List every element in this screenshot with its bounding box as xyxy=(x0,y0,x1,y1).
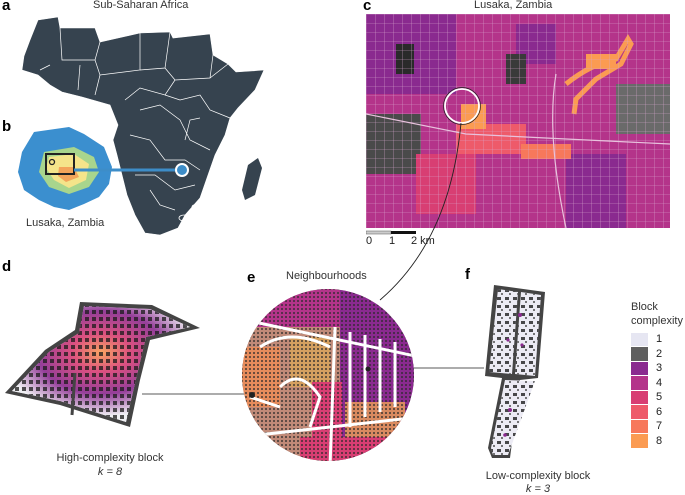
scale-bar xyxy=(366,230,416,235)
scale-tick-0: 0 xyxy=(366,235,373,247)
africa-continent xyxy=(21,16,265,236)
legend-item: 8 xyxy=(631,434,683,449)
madagascar xyxy=(242,158,262,200)
africa-map xyxy=(21,16,265,236)
panel-e-title: Neighbourhoods xyxy=(286,270,367,282)
panel-c-title: Lusaka, Zambia xyxy=(474,0,553,11)
legend-item: 7 xyxy=(631,419,683,434)
lusaka-inset-box xyxy=(45,153,75,175)
legend-swatch xyxy=(631,347,648,361)
lusaka-complexity-map xyxy=(366,14,670,228)
legend-swatch xyxy=(631,361,648,375)
point-high-complexity xyxy=(249,392,255,398)
panel-f-label: f xyxy=(465,266,470,283)
panel-d-label: d xyxy=(2,258,12,275)
legend-title-line2: complexity xyxy=(631,315,683,327)
high-complexity-block xyxy=(5,302,200,427)
panel-d-caption-line2: k = 8 xyxy=(97,466,123,478)
connector-line-b-a xyxy=(74,163,189,177)
legend-item: 3 xyxy=(631,361,683,376)
legend-item: 5 xyxy=(631,390,683,405)
panel-d-caption-line1: High-complexity block xyxy=(56,452,164,464)
neighbourhood-highlight-circle xyxy=(444,88,480,124)
legend-swatch xyxy=(631,419,648,433)
low-complexity-block xyxy=(485,285,545,458)
block-complexity-legend: Block complexity 1 2 3 4 5 6 7 8 xyxy=(631,300,683,448)
panel-b-label: b xyxy=(2,118,12,135)
panel-e-label: e xyxy=(247,269,256,286)
neighbourhoods-map xyxy=(242,289,414,461)
legend-items: 1 2 3 4 5 6 7 8 xyxy=(631,332,683,448)
legend-item: 2 xyxy=(631,347,683,362)
panel-a-label: a xyxy=(2,0,11,14)
legend-swatch xyxy=(631,405,648,419)
country-borders xyxy=(39,27,231,211)
connector-c-e xyxy=(379,122,462,301)
legend-item: 4 xyxy=(631,376,683,391)
point-low-complexity xyxy=(365,366,371,372)
legend-swatch xyxy=(631,434,648,448)
panel-c-label: c xyxy=(363,0,372,14)
legend-swatch xyxy=(631,332,648,346)
panel-b-caption: Lusaka, Zambia xyxy=(26,217,105,229)
legend-item: 1 xyxy=(631,332,683,347)
panel-a-title: Sub-Saharan Africa xyxy=(93,0,189,11)
panel-f-caption-line2: k = 3 xyxy=(525,483,551,495)
legend-swatch xyxy=(631,376,648,390)
legend-item: 6 xyxy=(631,405,683,420)
scale-tick-1: 1 xyxy=(389,235,396,247)
legend-title-line1: Block xyxy=(631,301,658,313)
lusaka-density-map xyxy=(18,127,112,210)
legend-swatch xyxy=(631,390,648,404)
panel-f-caption-line1: Low-complexity block xyxy=(485,470,591,482)
